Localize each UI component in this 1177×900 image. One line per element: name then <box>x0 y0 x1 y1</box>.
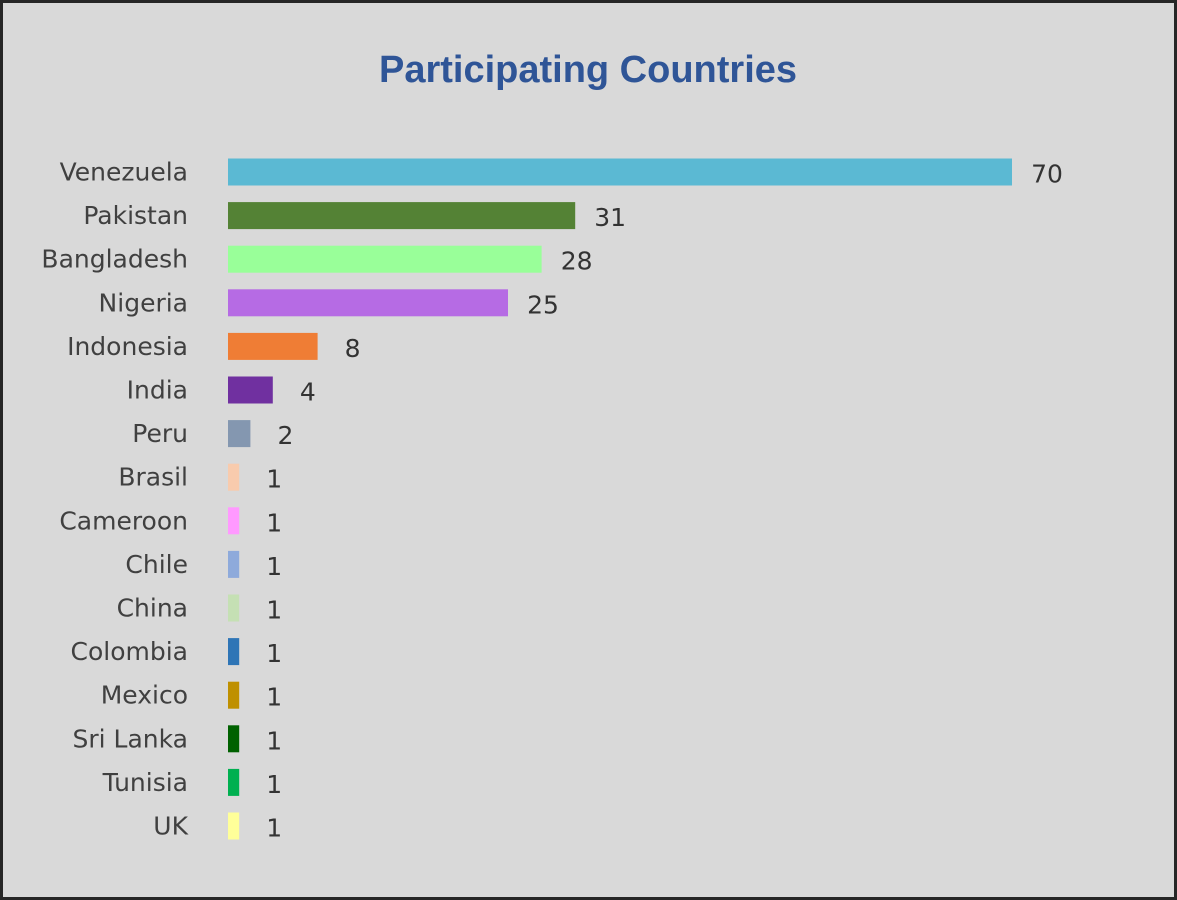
data-label: 1 <box>266 596 282 625</box>
category-label: Chile <box>125 550 188 579</box>
bar-chart: Participating Countries Venezuela 70 Pakis… <box>41 49 1062 843</box>
bar <box>228 332 318 360</box>
category-label: Tunisia <box>102 768 188 797</box>
bar <box>228 289 508 317</box>
category-label: Bangladesh <box>41 245 188 274</box>
bar <box>228 202 576 230</box>
category-label: China <box>117 594 188 623</box>
data-label: 1 <box>266 683 282 712</box>
data-label: 70 <box>1031 160 1063 189</box>
data-label: 8 <box>345 334 361 363</box>
category-label: UK <box>153 812 188 841</box>
data-label: 28 <box>561 247 593 276</box>
bar <box>228 768 240 796</box>
data-label: 31 <box>594 203 626 232</box>
category-label: Mexico <box>101 681 188 710</box>
bar <box>228 507 240 535</box>
bar <box>228 638 240 666</box>
category-label: India <box>127 376 188 405</box>
bar <box>228 420 251 448</box>
category-label: Cameroon <box>59 506 188 535</box>
data-label: 1 <box>266 770 282 799</box>
data-label: 1 <box>266 508 282 537</box>
bar <box>228 725 240 753</box>
data-label: 1 <box>266 639 282 668</box>
bar <box>228 376 273 404</box>
data-label: 2 <box>277 421 293 450</box>
bar <box>228 681 240 709</box>
data-label: 25 <box>527 290 559 319</box>
data-label: 1 <box>266 465 282 494</box>
category-label: Brasil <box>118 463 188 492</box>
bar <box>228 158 1012 186</box>
bar <box>228 594 240 622</box>
chart-title: Participating Countries <box>379 49 797 91</box>
bar <box>228 812 240 840</box>
bar <box>228 550 240 578</box>
data-label: 4 <box>300 378 316 407</box>
data-label: 1 <box>266 726 282 755</box>
category-label: Venezuela <box>60 158 188 187</box>
category-label: Colombia <box>71 637 188 666</box>
category-label: Indonesia <box>67 332 188 361</box>
bar <box>228 463 240 491</box>
category-label: Peru <box>132 419 188 448</box>
data-label: 1 <box>266 814 282 843</box>
category-label: Pakistan <box>83 201 188 230</box>
data-label: 1 <box>266 552 282 581</box>
bar <box>228 245 542 273</box>
category-label: Nigeria <box>99 288 188 317</box>
category-label: Sri Lanka <box>73 724 189 753</box>
